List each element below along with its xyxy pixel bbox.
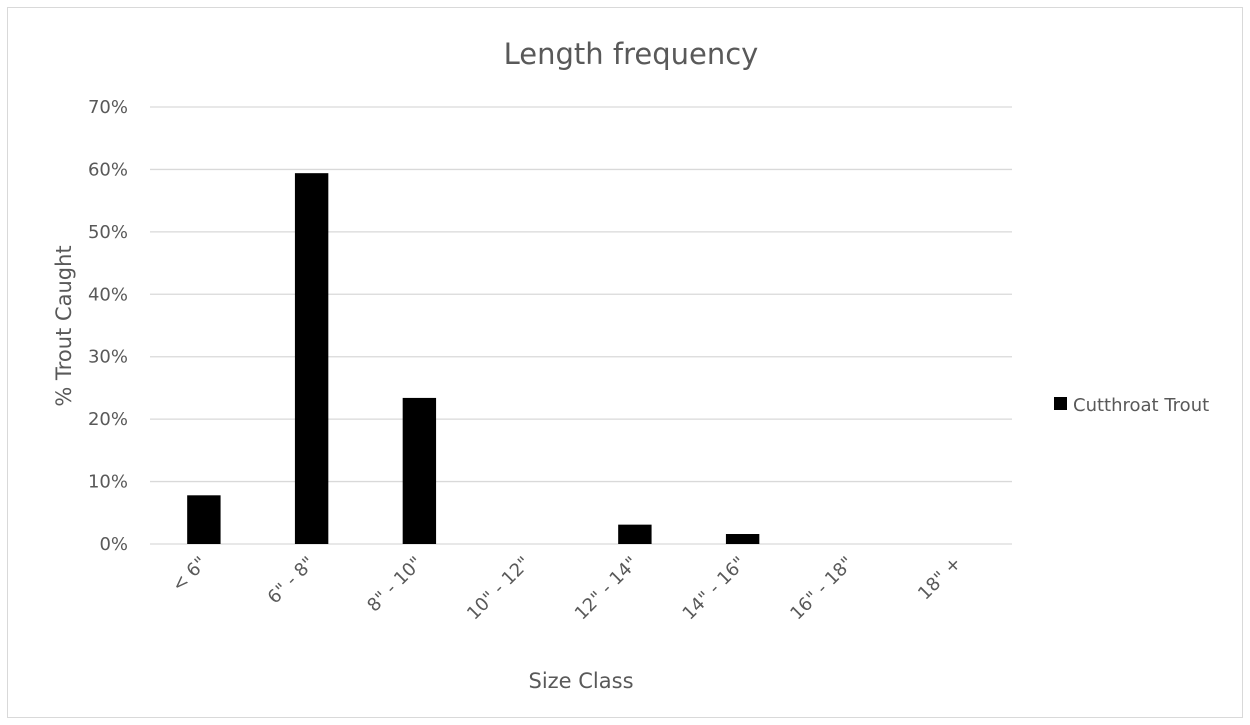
chart-frame — [7, 7, 1243, 718]
bar — [725, 534, 760, 544]
bar — [618, 524, 652, 544]
bar — [187, 495, 221, 544]
y-tick-label: 20% — [88, 409, 128, 430]
y-axis-title: % Trout Caught — [52, 245, 76, 406]
legend-swatch-cutthroat-trout — [1054, 397, 1067, 410]
x-tick-label: 10" - 12" — [463, 553, 535, 625]
gridlines — [150, 106, 1012, 545]
y-tick-label: 50% — [88, 222, 128, 243]
bars — [187, 173, 760, 544]
y-axis-ticks: 0% 10% 20% 30% 40% 50% 60% 70% — [88, 97, 128, 555]
x-tick-label: 18" + — [914, 553, 966, 605]
x-tick-label: 8" - 10" — [363, 553, 427, 617]
y-tick-label: 30% — [88, 347, 128, 368]
bar — [402, 397, 437, 544]
x-tick-label: 14" - 16" — [679, 553, 751, 625]
y-tick-label: 40% — [88, 284, 128, 305]
y-tick-label: 70% — [88, 97, 128, 118]
bar — [294, 173, 329, 544]
legend: Cutthroat Trout — [1054, 395, 1209, 416]
x-tick-label: 16" - 18" — [786, 553, 858, 625]
y-tick-label: 10% — [88, 472, 128, 493]
x-axis-title: Size Class — [528, 669, 633, 693]
x-axis-ticks: < 6" 6" - 8" 8" - 10" 10" - 12" 12" - 14" 14"… — [168, 553, 966, 625]
legend-label-cutthroat-trout: Cutthroat Trout — [1073, 395, 1209, 416]
x-tick-label: 12" - 14" — [571, 553, 643, 625]
y-tick-label: 0% — [99, 534, 128, 555]
x-tick-label: < 6" — [168, 553, 212, 597]
x-tick-label: 6" - 8" — [264, 553, 319, 608]
chart-title: Length frequency — [504, 37, 759, 71]
y-tick-label: 60% — [88, 159, 128, 180]
